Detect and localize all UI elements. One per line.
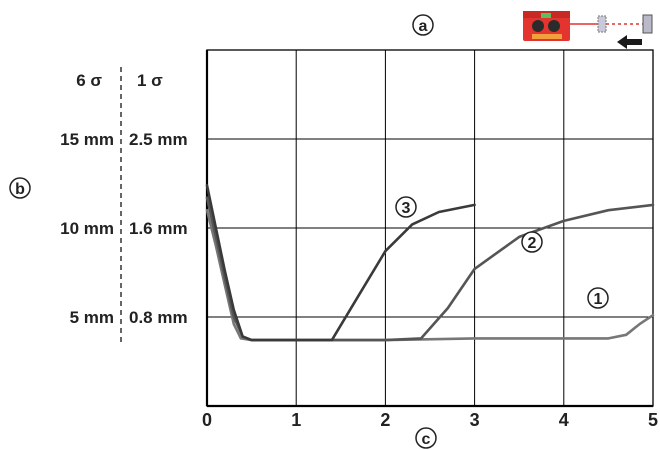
series-line-1	[205, 208, 655, 342]
series-marker-3: 3	[395, 196, 417, 218]
label-c-text: c	[422, 431, 431, 448]
laser-sensor-icon	[523, 11, 570, 41]
y-tick-label-1sigma: 0.8 mm	[129, 308, 188, 327]
series-group	[205, 184, 655, 342]
x-ticks: 0 1 2 3 4 5	[202, 410, 658, 430]
direction-arrow-icon	[617, 35, 642, 49]
series-marker-2: 2	[521, 231, 543, 253]
x-tick-label: 4	[559, 410, 569, 430]
x-tick-label: 0	[202, 410, 212, 430]
label-c: c	[415, 427, 437, 449]
series-line-2	[205, 196, 655, 342]
reflector-icon-near	[597, 15, 607, 33]
y-tick-label-1sigma: 1.6 mm	[129, 219, 188, 238]
series-marker-2-label: 2	[528, 235, 537, 252]
y-tick-label-6sigma: 15 mm	[60, 130, 114, 149]
y-tick-label-1sigma: 2.5 mm	[129, 130, 188, 149]
reflector-icon	[642, 14, 653, 34]
series-marker-1-label: 1	[594, 291, 603, 308]
series-line-3	[205, 184, 476, 342]
y-tick-label-6sigma: 5 mm	[70, 308, 114, 327]
scale-1sigma-header: 1 σ	[137, 71, 163, 90]
series-marker-1: 1	[587, 287, 609, 309]
y-ticks: 15 mm 2.5 mm 10 mm 1.6 mm 5 mm 0.8 mm	[60, 130, 187, 327]
grid	[207, 50, 654, 406]
x-tick-label: 2	[380, 410, 390, 430]
x-tick-label: 3	[470, 410, 480, 430]
y-tick-label-6sigma: 10 mm	[60, 219, 114, 238]
label-b-text: b	[15, 181, 25, 198]
label-b: b	[9, 177, 31, 199]
series-marker-3-label: 3	[402, 200, 411, 217]
label-a: a	[412, 14, 434, 36]
label-a-text: a	[419, 18, 428, 35]
scale-6sigma-header: 6 σ	[76, 71, 102, 90]
x-tick-label: 1	[291, 410, 301, 430]
x-tick-label: 5	[648, 410, 658, 430]
